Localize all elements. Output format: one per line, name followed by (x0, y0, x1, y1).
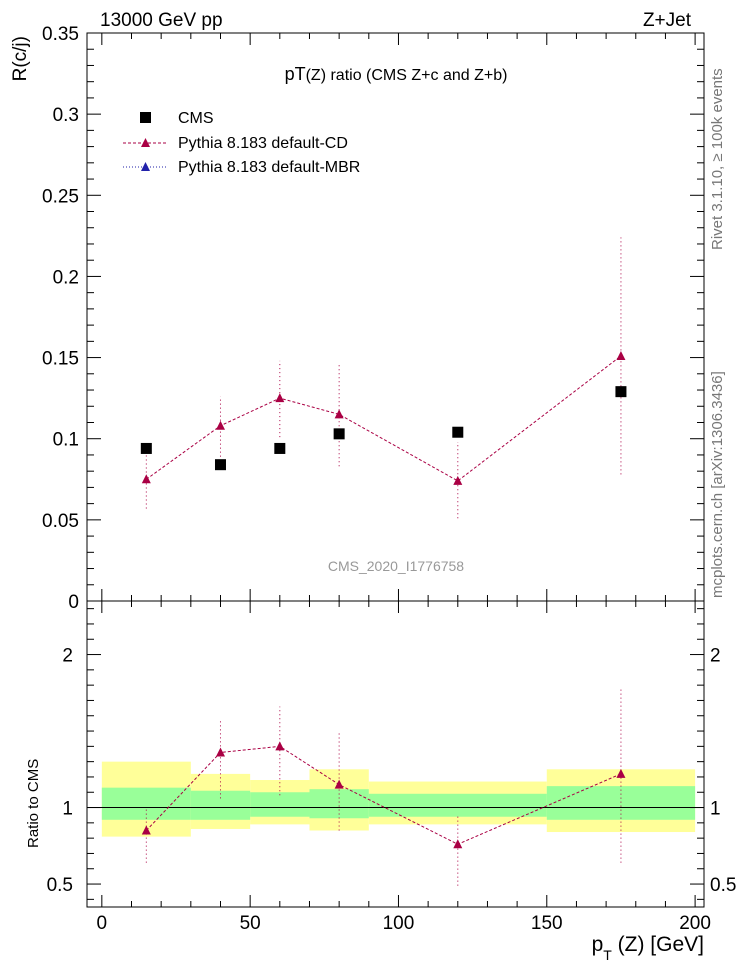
ratio-ytick-label-right: 2 (710, 646, 721, 667)
main-panel: R(c/j) pT(Z) ratio (CMS Z+c and Z+b) CMS… (10, 24, 705, 613)
main-ytick-label: 0 (68, 592, 79, 613)
ratio-cd-point (141, 825, 151, 835)
legend-label-cms: CMS (178, 110, 214, 127)
ratio-ytick-label-right: 0.5 (710, 875, 736, 896)
ratio-cd-point (616, 768, 626, 778)
x-axis-label-p: p (592, 933, 604, 956)
legend-label-mbr: Pythia 8.183 default-MBR (178, 159, 360, 176)
ratio-ytick-label-left: 0.5 (47, 875, 73, 896)
ratio-ytick-label-left: 1 (62, 799, 73, 820)
main-ytick-label: 0.2 (53, 267, 79, 288)
legend: CMS Pythia 8.183 default-CD Pythia 8.183… (123, 110, 360, 176)
legend-marker-cd (141, 138, 150, 147)
ratio-ticks: 0.5 0.5 1 1 2 2 0 50 100 150 200 (47, 601, 736, 934)
band-inner (190, 790, 251, 820)
ratio-xtick-label: 150 (531, 913, 563, 934)
ratio-xtick-label: 0 (97, 913, 108, 934)
main-ytick-label: 0.05 (42, 511, 79, 532)
ratio-panel: Ratio to CMS 0.5 0.5 1 1 2 2 0 50 100 150 200 pT (… (25, 600, 736, 963)
band-inner (101, 787, 191, 820)
ratio-ytick-label-right: 1 (710, 799, 721, 820)
header-left: 13000 GeV pp (100, 10, 223, 31)
header-right: Z+Jet (643, 10, 692, 31)
ratio-cd-point (215, 747, 225, 757)
cd-point (275, 393, 285, 403)
x-axis-label: pT (Z) [GeV] (592, 933, 704, 963)
ratio-cd-point (334, 779, 344, 789)
ratio-xtick-label: 100 (383, 913, 415, 934)
band-inner (368, 793, 547, 817)
main-ytick-label: 0.25 (42, 186, 79, 207)
cms-point (615, 386, 627, 398)
cms-point (214, 459, 226, 471)
main-title: pT(Z) ratio (CMS Z+c and Z+b) (285, 64, 508, 84)
x-axis-label-rest: (Z) [GeV] (612, 933, 704, 956)
cd-point (616, 350, 626, 360)
ratio-cd-point (275, 741, 285, 751)
cd-point (334, 409, 344, 419)
cd-point (215, 420, 225, 430)
main-ytick-label: 0.15 (42, 349, 79, 370)
side-label-rivet: Rivet 3.1.10, ≥ 100k events (709, 68, 726, 250)
cms-point (333, 428, 345, 440)
title-small: (Z) (306, 67, 326, 84)
main-ylabel: R(c/j) (10, 36, 31, 81)
ratio-cd-point (453, 839, 463, 849)
cms-point (452, 426, 464, 438)
main-ytick-label: 0.35 (42, 24, 79, 45)
cms-point (140, 442, 152, 454)
band-inner (250, 792, 310, 817)
side-label-mcplots: mcplots.cern.ch [arXiv:1306.3436] (709, 371, 726, 598)
ratio-ylabel: Ratio to CMS (25, 759, 42, 848)
band-inner (546, 786, 696, 820)
ratio-xtick-label: 50 (240, 913, 261, 934)
ratio-cd-line (145, 745, 622, 845)
ratio-xtick-label: 200 (679, 913, 711, 934)
cd-point (141, 474, 151, 484)
title-rest: ratio (CMS Z+c and Z+b) (326, 67, 507, 84)
main-ytick-label: 0.3 (53, 105, 79, 126)
ratio-bands (101, 761, 696, 837)
legend-label-cd: Pythia 8.183 default-CD (178, 135, 348, 152)
watermark: CMS_2020_I1776758 (328, 558, 464, 574)
legend-marker-mbr (141, 162, 150, 171)
cms-point (274, 442, 286, 454)
cd-point (453, 475, 463, 485)
ratio-ytick-label-left: 2 (62, 646, 73, 667)
cd-line (146, 355, 622, 482)
x-axis-label-sub: T (603, 947, 612, 963)
main-ticks: 0 0.05 0.1 0.15 0.2 0.25 0.3 0.35 (42, 24, 704, 613)
ratio-frame (86, 600, 705, 908)
main-data (140, 237, 627, 519)
legend-marker-cms (140, 112, 151, 123)
ratio-data (141, 688, 626, 886)
title-main: pT (285, 64, 306, 84)
main-ytick-label: 0.1 (53, 430, 79, 451)
